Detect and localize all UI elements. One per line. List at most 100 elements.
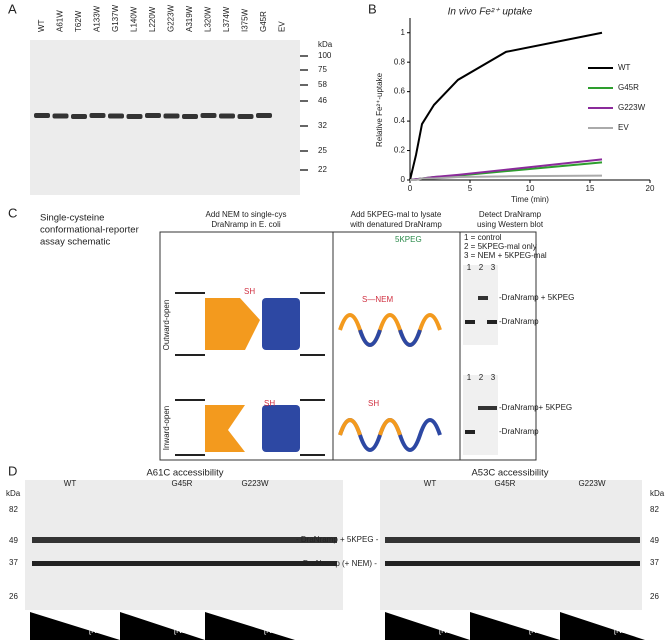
marker-label: 49 [650, 536, 659, 545]
band [34, 113, 50, 118]
marker-label: 25 [318, 146, 327, 155]
y-tick-label: 0.2 [394, 146, 406, 155]
key: 2 = 5KPEG-mal only [464, 242, 537, 251]
lane-number: 3 [491, 263, 496, 272]
lane-number: 3 [491, 373, 496, 382]
lane-number: 1 [467, 373, 472, 382]
nem-label: [NEM] [439, 626, 461, 635]
sh-label: SH [368, 399, 379, 408]
step: with denatured DraNramp [349, 220, 442, 229]
schematic-box [159, 231, 537, 461]
sh-label: SH [244, 287, 255, 296]
band [71, 114, 87, 119]
lane-number: 1 [467, 263, 472, 272]
step: DraNramp in E. coli [211, 220, 281, 229]
row-label: Outward-open [162, 300, 171, 351]
panel-label: D [8, 463, 17, 478]
panel-label: B [368, 1, 377, 16]
kda-label: kDa [318, 40, 333, 49]
band [52, 113, 69, 119]
band [256, 113, 272, 118]
y-axis-label: Relative Fe²⁺-uptake [375, 72, 384, 147]
group-label: G45R [172, 479, 193, 488]
y-tick-label: 0.6 [394, 87, 406, 96]
lane-label: G45R [259, 11, 268, 32]
ladder-band [300, 169, 308, 171]
y-tick-label: 0.4 [394, 116, 406, 125]
lane-label: T62W [74, 10, 83, 32]
blot-bottom [463, 375, 498, 455]
marker-label: 37 [9, 558, 18, 567]
x-tick-label: 5 [468, 184, 473, 193]
marker-label: 75 [318, 65, 327, 74]
band-label: -DraNramp + 5KPEG [499, 293, 574, 302]
band [200, 113, 217, 118]
lane-label: G223W [167, 4, 176, 32]
marker-label: 26 [650, 592, 659, 601]
marker-label: 26 [9, 592, 18, 601]
x-tick-label: 15 [586, 184, 595, 193]
peg-label: 5KPEG [395, 235, 422, 244]
nem-label: [NEM] [614, 626, 636, 635]
band-label: - DraNramp (+ NEM) - [298, 559, 377, 568]
lane-label: A319W [185, 5, 194, 32]
chart-title: In vivo Fe²⁺ uptake [448, 7, 533, 18]
y-tick-label: 1 [401, 28, 406, 37]
band [89, 113, 106, 118]
step: Add NEM to single-cys [206, 210, 287, 219]
ladder-band [300, 100, 308, 102]
step: using Western blot [477, 220, 544, 229]
band-label: - DraNramp + 5KPEG - [296, 535, 379, 544]
transporters [175, 292, 442, 456]
marker-label: 22 [318, 165, 327, 174]
marker-label: 46 [318, 96, 327, 105]
lane-label: I375W [241, 8, 250, 32]
sh-label: SH [264, 399, 275, 408]
marker-label: 58 [318, 80, 327, 89]
ladder-band [300, 125, 308, 127]
series-line [409, 31, 603, 181]
blot-title: A61C accessibility [146, 468, 223, 479]
series-line [410, 174, 603, 181]
nem-label: [NEM] [529, 626, 551, 635]
band [237, 114, 254, 119]
blot-a53c [380, 480, 642, 610]
step: Detect DraNramp [479, 210, 542, 219]
ladder-band [300, 84, 308, 86]
legend-label: G45R [618, 83, 639, 92]
assay-title: Single-cysteine [40, 213, 104, 224]
lane-label: EV [278, 21, 287, 32]
lane-number: 2 [479, 263, 484, 272]
kda-label: kDa [6, 489, 21, 498]
blot-title: A53C accessibility [471, 468, 548, 479]
step: Add 5KPEG-mal to lysate [351, 210, 442, 219]
band [126, 114, 143, 119]
x-axis-label: Time (min) [511, 195, 549, 204]
band [145, 113, 161, 118]
lane-label: L140W [130, 6, 139, 32]
legend-label: G223W [618, 103, 646, 112]
assay-title: assay schematic [40, 237, 110, 248]
group-label: G45R [495, 479, 516, 488]
lane-label: L220W [148, 6, 157, 32]
group-label: G223W [241, 479, 269, 488]
kda-label: kDa [650, 489, 665, 498]
y-tick-label: 0.8 [394, 57, 406, 66]
group-label: WT [424, 479, 437, 488]
marker-label: 49 [9, 536, 18, 545]
marker-label: 32 [318, 121, 327, 130]
blot-a61c [25, 480, 343, 610]
marker-label: 82 [9, 505, 18, 514]
band-label: -DraNramp [499, 317, 539, 326]
lane-label: A61W [56, 10, 65, 32]
band [108, 113, 124, 119]
y-tick-label: 0 [401, 175, 406, 184]
ladder-band [300, 55, 308, 57]
band-label: -DraNramp [499, 427, 539, 436]
nem-label: [NEM] [264, 626, 286, 635]
lane-label: G137W [111, 4, 120, 32]
band [182, 114, 198, 119]
x-tick-label: 10 [526, 184, 535, 193]
key: 1 = control [464, 233, 502, 242]
